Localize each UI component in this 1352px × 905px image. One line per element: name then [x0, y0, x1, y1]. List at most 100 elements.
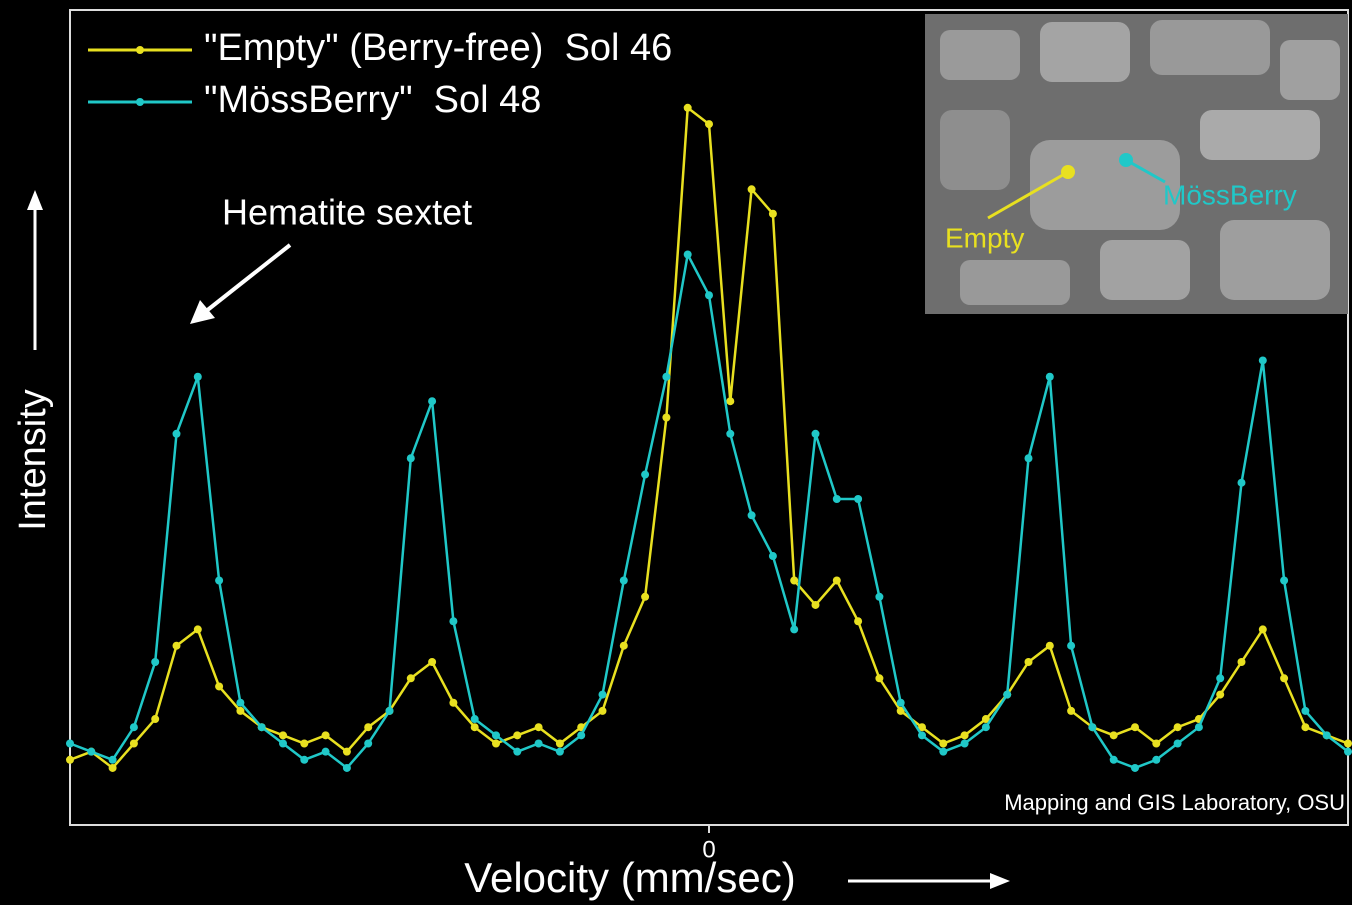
data-point — [1152, 755, 1161, 764]
data-point — [428, 397, 437, 406]
data-point — [1194, 723, 1203, 732]
legend-label: "MössBerry" Sol 48 — [204, 79, 541, 121]
data-point — [1088, 723, 1097, 732]
data-point — [832, 576, 841, 585]
data-point — [726, 429, 735, 438]
y-axis-label: Intensity — [12, 389, 54, 531]
data-point — [66, 755, 74, 764]
data-point — [1003, 690, 1012, 699]
data-point — [215, 576, 224, 585]
data-point — [449, 617, 458, 626]
inset-photo — [925, 14, 1348, 314]
data-point — [960, 731, 969, 740]
data-point — [236, 698, 245, 707]
data-point — [555, 739, 564, 748]
data-point — [662, 413, 671, 422]
data-point — [555, 747, 564, 756]
data-point — [981, 715, 990, 724]
legend-marker — [136, 98, 144, 106]
data-point — [449, 698, 458, 707]
data-point — [470, 723, 479, 732]
data-point — [172, 641, 181, 650]
annotation-arrow — [190, 243, 292, 324]
data-point — [619, 576, 628, 585]
x-axis-label: Velocity (mm/sec) — [464, 854, 795, 901]
data-point — [1109, 755, 1118, 764]
data-point — [939, 739, 948, 748]
data-point — [129, 739, 138, 748]
data-point — [1301, 723, 1310, 732]
data-point — [279, 731, 287, 740]
data-point — [321, 731, 330, 740]
inset-label: Empty — [945, 222, 1024, 253]
y-axis-arrow — [27, 190, 43, 350]
data-point — [364, 739, 373, 748]
data-point — [896, 706, 905, 715]
data-point — [1024, 658, 1033, 666]
data-point — [662, 372, 671, 381]
data-point — [875, 674, 884, 683]
data-point — [939, 747, 948, 756]
data-point — [428, 658, 437, 666]
legend-marker — [136, 46, 144, 54]
data-point — [896, 698, 905, 707]
data-point — [875, 592, 884, 601]
data-point — [683, 103, 692, 112]
data-point — [747, 185, 756, 194]
legend-label: "Empty" (Berry-free) Sol 46 — [204, 27, 672, 69]
data-point — [492, 731, 500, 740]
data-point — [598, 690, 607, 699]
data-point — [1152, 739, 1161, 748]
data-point — [705, 291, 713, 300]
data-point — [364, 723, 373, 732]
data-point — [129, 723, 138, 732]
data-point — [981, 723, 990, 732]
data-point — [66, 739, 74, 748]
data-point — [854, 495, 863, 503]
data-point — [641, 470, 650, 479]
data-point — [151, 658, 160, 666]
data-point — [342, 763, 351, 772]
data-point — [811, 600, 820, 609]
data-point — [1280, 576, 1289, 585]
data-point — [1344, 747, 1352, 756]
data-point — [1173, 739, 1182, 748]
data-point — [300, 739, 309, 748]
data-point — [1258, 356, 1267, 365]
data-point — [918, 723, 926, 732]
data-point — [1024, 454, 1033, 463]
data-point — [1280, 674, 1289, 683]
data-point — [108, 763, 117, 772]
data-point — [300, 755, 309, 764]
data-point — [1131, 763, 1139, 772]
data-point — [747, 511, 756, 520]
data-point — [534, 739, 543, 748]
data-point — [705, 120, 713, 129]
data-point — [492, 739, 500, 748]
data-point — [1237, 478, 1246, 487]
data-point — [151, 715, 160, 724]
data-point — [87, 747, 96, 756]
inset-label: MössBerry — [1163, 179, 1297, 210]
data-point — [215, 682, 224, 691]
data-point — [918, 731, 926, 740]
data-point — [790, 625, 799, 634]
data-point — [193, 372, 202, 381]
data-point — [811, 429, 820, 438]
data-point — [1301, 706, 1310, 715]
data-point — [193, 625, 202, 634]
data-point — [1216, 690, 1225, 699]
x-axis-arrow — [848, 873, 1010, 889]
data-point — [598, 706, 607, 715]
data-point — [513, 731, 522, 740]
data-point — [960, 739, 969, 748]
data-point — [641, 592, 650, 601]
data-point — [726, 397, 735, 406]
data-point — [1067, 706, 1076, 715]
data-point — [768, 209, 777, 218]
data-point — [1237, 658, 1246, 666]
data-point — [1322, 731, 1331, 740]
data-point — [1258, 625, 1267, 634]
data-point — [619, 641, 628, 650]
